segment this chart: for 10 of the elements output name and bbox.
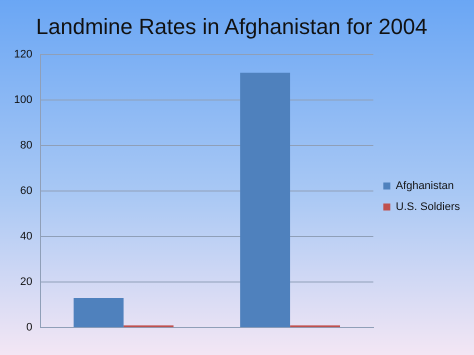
y-tick-label: 20 xyxy=(20,276,32,288)
y-tick-label: 100 xyxy=(14,94,32,106)
y-tick-label: 40 xyxy=(20,230,32,243)
y-tick-label: 120 xyxy=(14,48,32,61)
y-tick-label: 0 xyxy=(26,322,32,334)
legend-label: Afghanistan xyxy=(396,180,454,192)
y-tick-label: 80 xyxy=(20,140,32,152)
y-tick-label: 60 xyxy=(20,185,32,198)
chart-title: Landmine Rates in Afghanistan for 2004 xyxy=(36,14,428,40)
legend-label: U.S. Soldiers xyxy=(396,201,460,214)
